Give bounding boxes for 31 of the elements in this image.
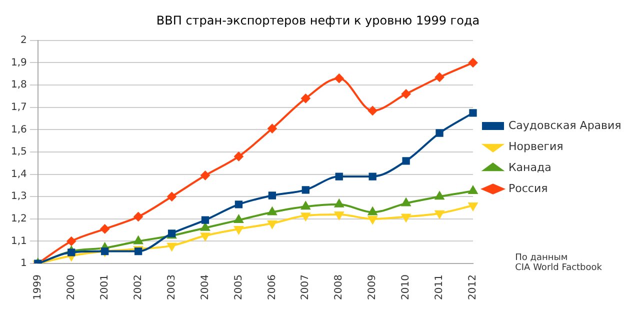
x-tick-label: 2005 [233,274,244,300]
legend-label: Канада [508,160,552,174]
x-tick-label: 2004 [200,274,211,300]
x-tick-label: 2003 [166,274,178,300]
y-tick-label: 1,5 [10,146,27,158]
y-tick-label: 1,7 [10,102,27,113]
x-tick-label: 2010 [400,274,412,300]
x-tick-label: 2009 [367,274,378,300]
x-tick-label: 1999 [32,274,44,300]
chart-title: ВВП стран-экспортеров нефти к уровню 1999 года [156,13,480,28]
x-tick-label: 2000 [66,274,77,300]
y-tick-label: 1,9 [10,57,27,68]
x-tick-label: 2011 [434,274,446,300]
y-tick-label: 1,4 [10,168,27,180]
x-tick-label: 2007 [300,274,312,300]
y-tick-label: 1,1 [10,236,27,247]
x-tick-label: 2006 [266,274,278,300]
y-tick-label: 1 [20,258,27,270]
x-tick-label: 2012 [468,274,479,300]
y-tick-label: 1,6 [10,124,27,136]
y-tick-label: 2 [20,34,27,46]
y-tick-label: 1,8 [10,80,27,91]
text: По данным CIA World Factbook [515,253,602,273]
x-tick-label: 2008 [334,274,345,300]
x-tick-label: 2001 [99,274,110,300]
legend-label: Норвегия [508,140,564,153]
x-tick-label: 2002 [132,274,144,300]
y-tick-label: 1,2 [10,214,27,225]
legend-label: Россия [508,182,548,195]
y-tick-label: 1,3 [10,191,27,202]
legend-label: Саудовская Аравия [508,118,622,132]
